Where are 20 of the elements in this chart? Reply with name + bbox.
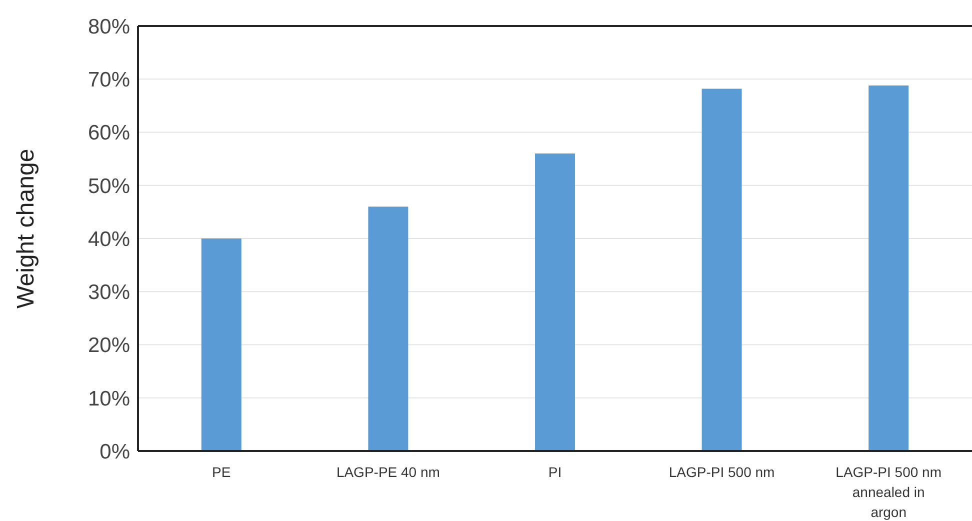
y-tick-label: 50%: [88, 174, 130, 198]
x-tick-label: LAGP-PI 500 nm annealed in argon: [836, 464, 942, 520]
y-tick-label: 40%: [88, 228, 130, 251]
x-tick-label: LAGP-PI 500 nm: [668, 464, 775, 480]
y-tick-label: 70%: [88, 68, 130, 92]
x-tick-label: PE: [212, 464, 231, 480]
bar: [368, 206, 408, 451]
bar: [201, 238, 242, 451]
y-tick-label: 0%: [100, 440, 130, 464]
x-tick-label: PI: [548, 464, 562, 480]
bar: [534, 154, 575, 451]
bar: [868, 86, 909, 451]
x-tick-label: LAGP-PE 40 nm: [336, 464, 440, 480]
y-tick-label: 20%: [88, 334, 130, 358]
y-axis-title: Weight change: [12, 148, 40, 308]
y-tick-label: 10%: [88, 387, 130, 410]
y-tick-label: 30%: [88, 281, 130, 304]
y-tick-label: 60%: [88, 122, 130, 145]
bar: [702, 88, 742, 451]
y-tick-label: 80%: [88, 15, 130, 38]
